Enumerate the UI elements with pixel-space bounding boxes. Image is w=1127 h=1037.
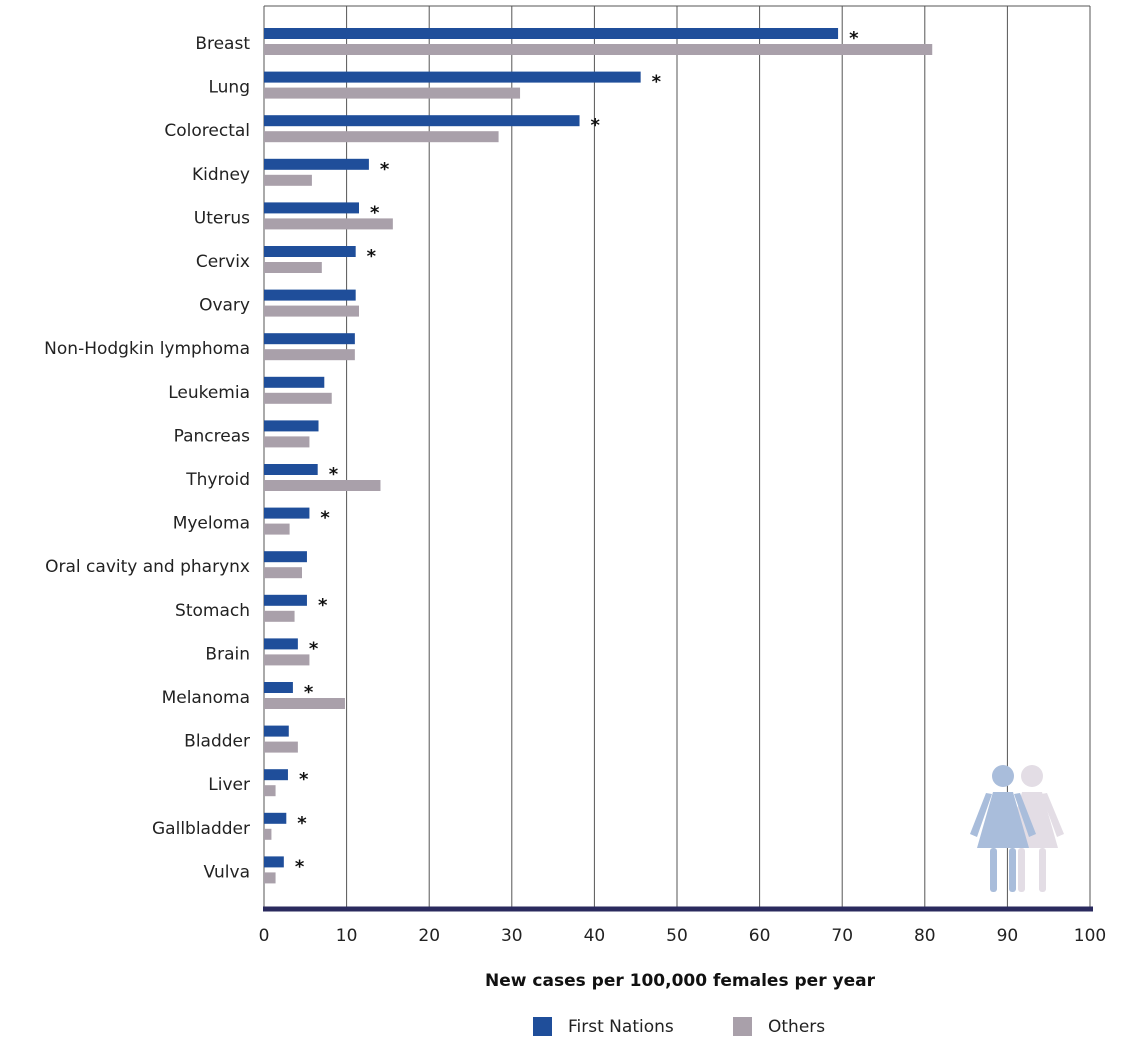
category-labels: Breast Lung Colorectal Kidney Uterus Cervix Ov… bbox=[44, 34, 250, 882]
significance-marker: * bbox=[320, 508, 330, 529]
category-label: Leukemia bbox=[168, 383, 250, 403]
bar-others bbox=[264, 523, 290, 535]
x-tick-label: 10 bbox=[336, 926, 358, 946]
category-label: Uterus bbox=[194, 208, 250, 228]
legend-swatch-others bbox=[733, 1017, 752, 1036]
x-tick-label: 20 bbox=[418, 926, 440, 946]
legend-label-others: Others bbox=[768, 1017, 825, 1037]
category-label: Non-Hodgkin lymphoma bbox=[44, 339, 250, 359]
significance-marker: * bbox=[318, 595, 328, 616]
bar-first-nations bbox=[264, 725, 289, 737]
bar-first-nations bbox=[264, 682, 293, 693]
bar-first-nations bbox=[264, 28, 839, 39]
x-tick-label: 90 bbox=[997, 926, 1019, 946]
bar-first-nations bbox=[264, 507, 310, 519]
category-label: Lung bbox=[208, 78, 250, 98]
category-label: Thyroid bbox=[185, 470, 250, 490]
category-label: Ovary bbox=[199, 296, 250, 316]
x-tick-label: 0 bbox=[259, 926, 270, 946]
bar-first-nations bbox=[264, 202, 359, 214]
significance-marker: * bbox=[370, 202, 380, 223]
bar-first-nations bbox=[264, 812, 287, 824]
x-tick-label: 70 bbox=[831, 926, 853, 946]
bar-others bbox=[264, 741, 298, 753]
bar-others bbox=[264, 218, 393, 230]
category-label: Brain bbox=[205, 644, 250, 664]
bar-others bbox=[264, 174, 312, 186]
bars bbox=[264, 28, 933, 884]
bar-first-nations bbox=[264, 551, 307, 563]
two-women-figures-icon bbox=[970, 765, 1064, 892]
bar-first-nations bbox=[264, 769, 288, 781]
bar-first-nations bbox=[264, 289, 356, 301]
significance-marker: * bbox=[309, 638, 319, 659]
bar-first-nations bbox=[264, 333, 355, 345]
bar-others bbox=[264, 44, 933, 55]
category-label: Gallbladder bbox=[152, 819, 250, 839]
category-label: Pancreas bbox=[174, 426, 251, 446]
bar-others bbox=[264, 828, 272, 840]
x-tick-label: 80 bbox=[914, 926, 936, 946]
significance-marker: * bbox=[849, 28, 859, 49]
bar-first-nations bbox=[264, 594, 307, 606]
significance-marker: * bbox=[295, 856, 305, 877]
category-label: Liver bbox=[208, 775, 250, 795]
x-tick-label: 50 bbox=[666, 926, 688, 946]
category-label: Cervix bbox=[196, 252, 250, 272]
bar-others bbox=[264, 785, 276, 797]
x-tick-label: 100 bbox=[1074, 926, 1106, 946]
x-tick-label: 60 bbox=[749, 926, 771, 946]
significance-marker: * bbox=[367, 246, 377, 267]
category-label: Vulva bbox=[204, 862, 250, 882]
bar-first-nations bbox=[264, 115, 580, 127]
significance-marker: * bbox=[329, 464, 339, 485]
bar-first-nations bbox=[264, 464, 318, 475]
bar-others bbox=[264, 131, 499, 143]
bar-first-nations bbox=[264, 856, 284, 868]
category-label: Oral cavity and pharynx bbox=[45, 557, 250, 577]
bar-first-nations bbox=[264, 71, 641, 83]
category-label: Colorectal bbox=[164, 121, 250, 141]
bar-others bbox=[264, 480, 381, 491]
x-tick-label: 40 bbox=[584, 926, 606, 946]
bar-others bbox=[264, 262, 322, 273]
legend-label-first-nations: First Nations bbox=[568, 1017, 674, 1037]
category-label: Melanoma bbox=[162, 688, 250, 708]
category-label: Kidney bbox=[192, 165, 250, 185]
bar-others bbox=[264, 87, 521, 99]
bar-first-nations bbox=[264, 638, 298, 650]
category-label: Stomach bbox=[175, 601, 250, 621]
significance-marker: * bbox=[297, 813, 307, 834]
bar-first-nations bbox=[264, 420, 319, 432]
bar-first-nations bbox=[264, 158, 369, 170]
significance-marker: * bbox=[591, 115, 601, 136]
bar-others bbox=[264, 567, 302, 579]
x-tick-labels: 0 10 20 30 40 50 60 70 80 90 100 bbox=[259, 926, 1107, 946]
x-tick-label: 30 bbox=[501, 926, 523, 946]
significance-marker: * bbox=[299, 769, 309, 790]
bar-first-nations bbox=[264, 376, 325, 388]
bar-others bbox=[264, 872, 276, 884]
bar-others bbox=[264, 392, 332, 404]
legend: First Nations Others bbox=[533, 1017, 825, 1037]
bar-others bbox=[264, 305, 359, 317]
category-label: Bladder bbox=[184, 732, 250, 752]
bar-others bbox=[264, 698, 345, 709]
significance-marker: * bbox=[652, 72, 662, 93]
bar-others bbox=[264, 436, 310, 448]
gridlines bbox=[263, 5, 1091, 909]
legend-swatch-first-nations bbox=[533, 1017, 552, 1036]
bar-others bbox=[264, 349, 355, 361]
category-label: Breast bbox=[195, 34, 250, 54]
significance-marker: * bbox=[380, 159, 390, 180]
significance-markers: * * * * * * * * * * * * * * bbox=[295, 28, 859, 877]
significance-marker: * bbox=[304, 682, 314, 703]
bar-others bbox=[264, 654, 310, 666]
bar-others bbox=[264, 610, 295, 622]
category-label: Myeloma bbox=[173, 514, 250, 534]
x-axis-title: New cases per 100,000 females per year bbox=[485, 971, 876, 991]
bar-first-nations bbox=[264, 246, 356, 257]
